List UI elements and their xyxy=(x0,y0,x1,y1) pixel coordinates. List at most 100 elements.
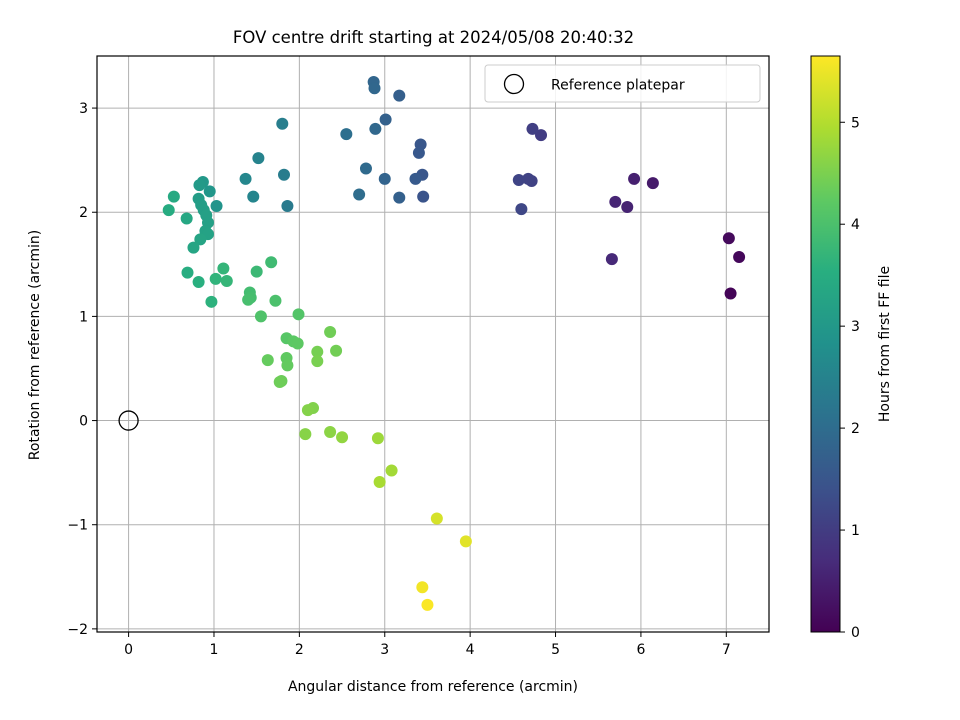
data-point xyxy=(412,146,425,159)
data-point xyxy=(526,122,539,135)
data-point xyxy=(621,201,634,214)
legend: Reference platepar xyxy=(484,64,761,103)
data-point xyxy=(281,199,294,212)
grid-y xyxy=(97,107,769,630)
x-tick-label: 1 xyxy=(210,642,219,658)
data-point xyxy=(605,253,618,266)
data-point xyxy=(324,426,337,439)
x-tick-label: 3 xyxy=(380,642,389,658)
data-point xyxy=(311,355,324,368)
x-tick-label: 6 xyxy=(636,642,645,658)
colorbar-tick-label: 5 xyxy=(851,115,860,131)
data-point xyxy=(277,168,290,181)
colorbar-label: Hours from first FF file xyxy=(877,266,893,422)
x-tick-label: 5 xyxy=(551,642,560,658)
data-point xyxy=(311,345,324,358)
axes-frame xyxy=(96,55,770,633)
colorbar-gradient xyxy=(810,55,841,633)
data-point xyxy=(459,535,472,548)
data-point xyxy=(646,177,659,190)
data-point xyxy=(239,172,252,185)
legend-marker-reference xyxy=(503,73,525,95)
data-point xyxy=(416,581,429,594)
data-point xyxy=(368,82,381,95)
data-point xyxy=(378,172,391,185)
data-point xyxy=(522,172,535,185)
data-point xyxy=(265,256,278,269)
chart-title: FOV centre drift starting at 2024/05/08 … xyxy=(233,28,634,47)
x-axis-ticks: 0 1 2 3 4 5 6 7 xyxy=(124,632,731,658)
data-point xyxy=(281,359,294,372)
data-point xyxy=(330,344,343,357)
data-point xyxy=(722,232,735,245)
data-point xyxy=(192,276,205,289)
data-point xyxy=(187,241,200,254)
data-point xyxy=(417,190,430,203)
colorbar: 0 1 2 3 4 5 Hours from first FF file xyxy=(810,55,893,641)
x-tick-label: 0 xyxy=(124,642,133,658)
data-point xyxy=(194,233,207,246)
data-point xyxy=(261,354,274,367)
legend-box xyxy=(484,64,761,103)
data-point xyxy=(167,190,180,203)
data-point xyxy=(609,195,622,208)
data-point xyxy=(515,203,528,216)
grid-x xyxy=(128,56,727,632)
data-point xyxy=(205,295,218,308)
data-point xyxy=(247,190,260,203)
data-point xyxy=(181,266,194,279)
data-point xyxy=(371,432,384,445)
data-point xyxy=(299,428,312,441)
x-tick-label: 7 xyxy=(722,642,731,658)
data-point xyxy=(393,89,406,102)
data-point xyxy=(373,476,386,489)
data-point xyxy=(369,122,382,135)
reference-marker xyxy=(118,410,139,431)
data-point xyxy=(535,129,548,142)
data-point xyxy=(162,204,175,217)
data-point xyxy=(203,185,216,198)
data-point xyxy=(301,404,314,417)
data-point xyxy=(421,598,434,611)
data-point xyxy=(217,262,230,275)
data-point xyxy=(336,431,349,444)
data-points xyxy=(162,76,746,611)
data-point xyxy=(210,199,223,212)
x-tick-label: 2 xyxy=(295,642,304,658)
reference-point xyxy=(118,410,139,431)
y-axis-ticks: −2 −1 0 1 2 3 xyxy=(67,101,97,638)
data-point xyxy=(209,272,222,285)
data-point xyxy=(193,179,206,192)
y-tick-label: −1 xyxy=(67,518,88,534)
data-point xyxy=(273,376,286,389)
data-point xyxy=(385,464,398,477)
colorbar-tick-label: 2 xyxy=(851,421,860,437)
data-point xyxy=(430,512,443,525)
colorbar-tick-label: 1 xyxy=(851,523,860,539)
data-point xyxy=(340,128,353,141)
data-point xyxy=(180,212,193,225)
data-point xyxy=(291,337,304,350)
data-point xyxy=(276,117,289,130)
data-point xyxy=(242,293,255,306)
data-point xyxy=(353,188,366,201)
data-point xyxy=(724,287,737,300)
data-point xyxy=(324,326,337,339)
data-point xyxy=(254,310,267,323)
y-tick-label: 2 xyxy=(79,205,88,221)
data-point xyxy=(379,113,392,126)
y-tick-label: 3 xyxy=(79,101,88,117)
data-point xyxy=(220,274,233,287)
y-tick-label: 0 xyxy=(79,414,88,430)
data-point xyxy=(628,172,641,185)
data-point xyxy=(269,294,282,307)
colorbar-ticks: 0 1 2 3 4 5 xyxy=(840,115,860,641)
data-point xyxy=(252,152,265,165)
y-axis-label: Rotation from reference (arcmin) xyxy=(27,230,43,460)
plot-area: 0 1 2 3 4 5 6 7 −2 −1 0 1 2 3 xyxy=(67,55,770,658)
data-point xyxy=(292,308,305,321)
legend-label-reference: Reference platepar xyxy=(551,78,685,94)
x-tick-label: 4 xyxy=(466,642,475,658)
colorbar-tick-label: 0 xyxy=(851,625,860,641)
